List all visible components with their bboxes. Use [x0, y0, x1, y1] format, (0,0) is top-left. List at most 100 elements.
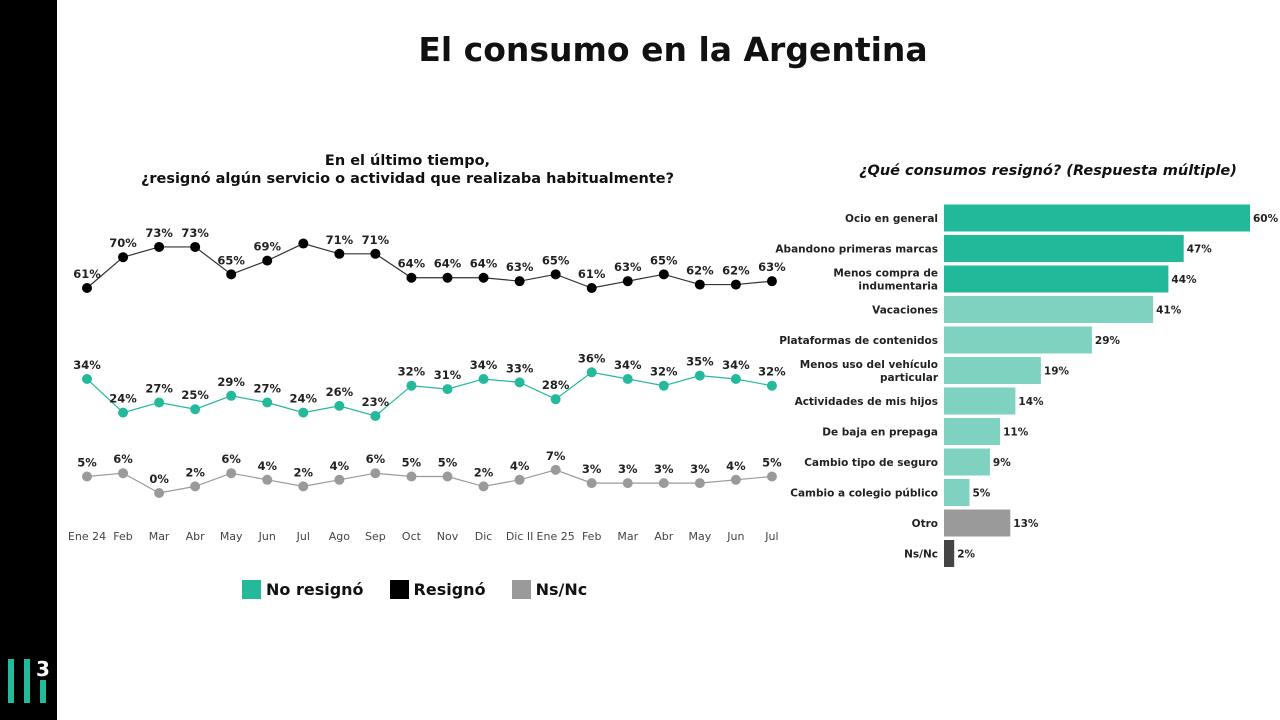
- legend-swatch: [242, 580, 261, 599]
- bar-category-line: indumentaria: [858, 281, 938, 293]
- data-label: 73%: [145, 226, 173, 240]
- data-label: 6%: [221, 452, 241, 466]
- data-label: 32%: [398, 365, 426, 379]
- data-label: 64%: [398, 257, 426, 271]
- data-point: [118, 252, 129, 263]
- data-point: [118, 468, 129, 479]
- x-tick-label: Dic II: [506, 530, 534, 543]
- x-tick-label: Ago: [329, 530, 351, 543]
- data-point: [658, 269, 669, 280]
- data-label: 35%: [686, 355, 714, 369]
- data-point: [190, 404, 201, 415]
- data-label: 34%: [470, 358, 498, 372]
- data-label: 5%: [77, 456, 97, 470]
- data-label: 6%: [113, 452, 133, 466]
- bar-category-line: Otro: [912, 518, 938, 530]
- bar-category-label: Abandono primeras marcas: [775, 244, 938, 256]
- data-point: [766, 471, 777, 482]
- x-tick-label: Mar: [617, 530, 638, 543]
- x-tick-label: May: [688, 530, 711, 543]
- data-label: 27%: [253, 382, 281, 396]
- bar-category-label: Actividades de mis hijos: [795, 396, 938, 408]
- bar-category-line: Ns/Nc: [904, 549, 938, 561]
- data-label: 27%: [145, 382, 173, 396]
- data-point: [118, 407, 129, 418]
- data-label: 25%: [181, 388, 209, 402]
- data-point: [262, 474, 273, 485]
- data-point: [82, 283, 92, 293]
- bar-value-label: 41%: [1156, 305, 1182, 317]
- data-point: [262, 397, 273, 408]
- data-label: 65%: [542, 253, 570, 267]
- data-label: 2%: [294, 465, 314, 479]
- x-tick-label: Ene 24: [68, 530, 106, 543]
- bar-category-label: Menos compra de indumentaria: [833, 268, 938, 293]
- bar-category-label: Plataformas de contenidos: [779, 335, 938, 347]
- line-chart-title-line2: ¿resignó algún servicio o actividad que …: [140, 171, 675, 187]
- bar-category-label: De baja en prepaga: [822, 427, 938, 439]
- x-tick-label: Jul: [296, 530, 310, 543]
- data-point: [298, 481, 309, 492]
- bar-category-label: Menos uso del vehículo particular: [800, 359, 939, 384]
- bar-category-label: Cambio tipo de seguro: [804, 457, 938, 469]
- bar: [944, 296, 1154, 323]
- bar-category-line: particular: [880, 372, 939, 384]
- x-tick-label: Jun: [258, 530, 276, 543]
- data-label: 4%: [726, 459, 746, 473]
- data-point: [730, 474, 741, 485]
- data-point: [406, 272, 417, 283]
- data-label: 34%: [73, 358, 101, 372]
- data-label: 70%: [109, 236, 137, 250]
- bar-category-line: Menos compra de: [833, 268, 938, 280]
- data-point: [262, 255, 273, 266]
- x-tick-label: May: [220, 530, 243, 543]
- bar: [944, 479, 970, 506]
- legend-item-resigno: Resignó: [389, 580, 486, 599]
- data-label: 71%: [326, 233, 354, 247]
- data-point: [514, 377, 525, 388]
- data-label: 3%: [618, 462, 638, 476]
- data-point: [154, 241, 165, 252]
- bar-category-line: De baja en prepaga: [822, 427, 938, 439]
- data-point: [442, 272, 453, 283]
- data-point: [334, 400, 345, 411]
- data-label: 4%: [257, 459, 277, 473]
- data-point: [514, 276, 525, 287]
- data-label: 6%: [366, 452, 386, 466]
- bar-value-label: 19%: [1044, 366, 1070, 378]
- data-label: 5%: [762, 456, 782, 470]
- data-label: 31%: [434, 368, 462, 382]
- data-label: 63%: [758, 260, 786, 274]
- bar-value-label: 2%: [957, 549, 975, 561]
- bar: [944, 265, 1169, 293]
- data-point: [190, 481, 201, 492]
- x-tick-label: Abr: [186, 530, 206, 543]
- data-label: 65%: [650, 253, 678, 267]
- data-point: [154, 488, 165, 498]
- data-label: 64%: [470, 257, 498, 271]
- data-label: 29%: [217, 375, 245, 389]
- bar: [944, 357, 1041, 384]
- data-point: [766, 380, 777, 391]
- data-point: [190, 241, 201, 252]
- bar-category-line: Ocio en general: [845, 213, 938, 225]
- data-label: 26%: [326, 385, 354, 399]
- data-point: [226, 269, 237, 280]
- x-tick-label: Nov: [437, 530, 459, 543]
- data-point: [694, 279, 705, 290]
- data-label: 3%: [654, 462, 674, 476]
- legend-swatch: [389, 580, 409, 599]
- data-point: [694, 370, 705, 381]
- data-point: [658, 478, 669, 489]
- data-label: 5%: [438, 456, 458, 470]
- data-point: [334, 474, 345, 485]
- bar-value-label: 47%: [1187, 244, 1213, 256]
- bar: [944, 448, 990, 476]
- data-label: 63%: [614, 260, 642, 274]
- data-point: [226, 390, 237, 401]
- legend-label: Resignó: [413, 580, 486, 599]
- data-label: 61%: [578, 267, 606, 281]
- data-label: 4%: [330, 459, 350, 473]
- bar-category-line: Cambio tipo de seguro: [804, 457, 938, 469]
- data-point: [622, 276, 633, 287]
